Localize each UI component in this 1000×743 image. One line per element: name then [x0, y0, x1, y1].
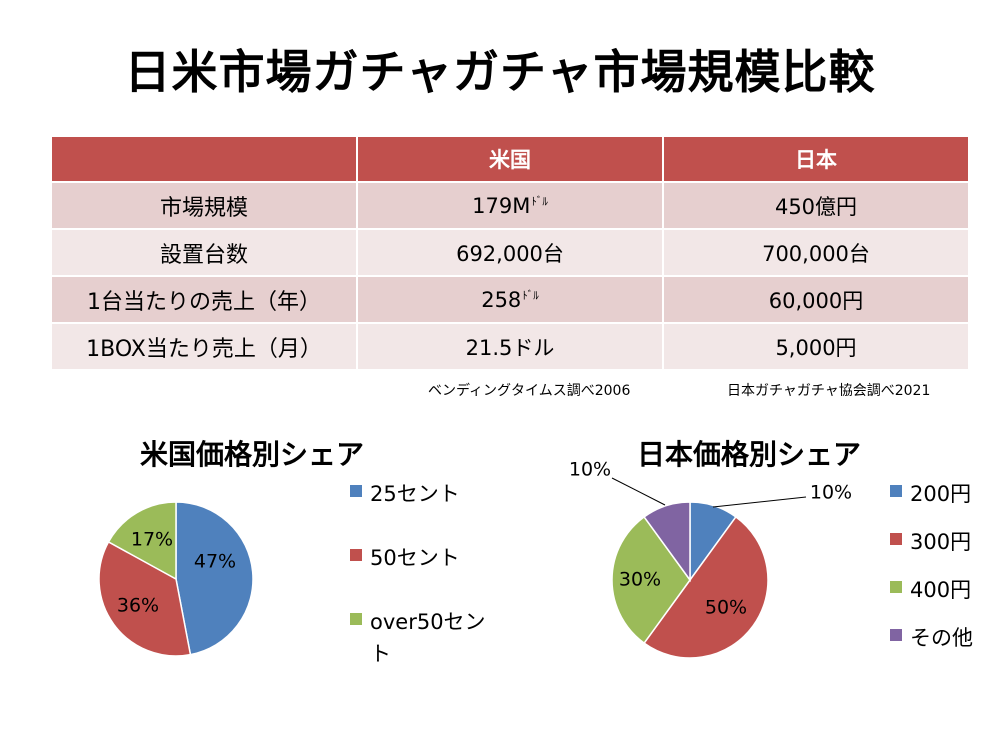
table-row: 1BOX当たり売上（月） 21.5ドル 5,000円: [50, 322, 970, 371]
table-row: 設置台数 692,000台 700,000台: [50, 228, 970, 277]
table-header-row: 米国 日本: [50, 135, 970, 183]
pie-slice: [643, 515, 769, 659]
legend-entry: 50セント: [350, 542, 500, 574]
pie-data-label: 17%: [131, 529, 173, 551]
jp-value: 700,000台: [662, 228, 970, 277]
us-value: 258ﾄﾞﾙ: [356, 275, 664, 324]
table-row: 市場規模 179Mﾄﾞﾙ 450億円: [50, 181, 970, 230]
japan-pie-title: 日本価格別シェア: [637, 438, 862, 471]
legend-label: 400円: [910, 578, 972, 602]
table-row: 1台当たりの売上（年） 258ﾄﾞﾙ 60,000円: [50, 275, 970, 324]
header-corner: [50, 135, 358, 183]
jp-value: 450億円: [662, 181, 970, 230]
row-label: 1BOX当たり売上（月）: [50, 322, 358, 371]
legend-label: over50セント: [370, 610, 486, 666]
pie-data-label: 30%: [619, 569, 661, 591]
japan-pie: 10% 50% 30% 10%: [569, 459, 852, 659]
legend-label: 300円: [910, 530, 972, 554]
pie-slice: [107, 501, 177, 581]
legend-entry: 25セント: [350, 478, 500, 510]
pie-data-label: 36%: [117, 595, 159, 617]
pie-data-label: 10%: [569, 459, 611, 481]
legend-entry: over50セント: [350, 606, 500, 670]
unit-dollar: ﾄﾞﾙ: [531, 195, 548, 208]
jp-value: 60,000円: [662, 275, 970, 324]
legend-swatch: [890, 485, 902, 497]
pie-slice: [175, 501, 254, 656]
us-value: 179Mﾄﾞﾙ: [356, 181, 664, 230]
pie-slice: [98, 540, 192, 657]
legend-label: 50セント: [370, 546, 460, 570]
header-japan: 日本: [662, 135, 970, 183]
source-japan: 日本ガチャガチャ協会調べ2021: [727, 383, 931, 399]
page-title: 日米市場ガチャガチャ市場規模比較: [124, 45, 876, 99]
source-us: ベンディングタイムス調べ2006: [428, 383, 631, 399]
unit-dollar: ﾄﾞﾙ: [522, 289, 539, 302]
leader-line: [611, 477, 666, 506]
pie-slice: [611, 515, 691, 645]
comparison-table: 米国 日本 市場規模 179Mﾄﾞﾙ 450億円 設置台数 692,000台 7…: [50, 135, 970, 371]
pie-data-label: 47%: [194, 551, 236, 573]
legend-swatch: [890, 581, 902, 593]
row-label: 設置台数: [50, 228, 358, 277]
us-value: 21.5ドル: [356, 322, 664, 371]
legend-entry: その他: [890, 622, 1000, 654]
legend-label: その他: [910, 626, 973, 650]
legend-swatch: [350, 485, 362, 497]
pie-data-label: 10%: [810, 482, 852, 504]
us-value: 692,000台: [356, 228, 664, 277]
header-us: 米国: [356, 135, 664, 183]
legend-entry: 400円: [890, 574, 1000, 606]
legend-swatch: [890, 629, 902, 641]
legend-entry: 300円: [890, 526, 1000, 558]
legend-swatch: [350, 549, 362, 561]
legend-entry: 200円: [890, 478, 1000, 510]
us-pie: 47% 36% 17%: [98, 501, 254, 657]
row-label: 1台当たりの売上（年）: [50, 275, 358, 324]
legend-label: 200円: [910, 482, 972, 506]
row-label: 市場規模: [50, 181, 358, 230]
legend-swatch: [890, 533, 902, 545]
pie-data-label: 50%: [705, 597, 747, 619]
leader-line: [712, 496, 807, 508]
pie-slice: [643, 501, 691, 583]
us-pie-title: 米国価格別シェア: [140, 438, 365, 471]
legend-swatch: [350, 613, 362, 625]
jp-value: 5,000円: [662, 322, 970, 371]
legend-label: 25セント: [370, 482, 460, 506]
